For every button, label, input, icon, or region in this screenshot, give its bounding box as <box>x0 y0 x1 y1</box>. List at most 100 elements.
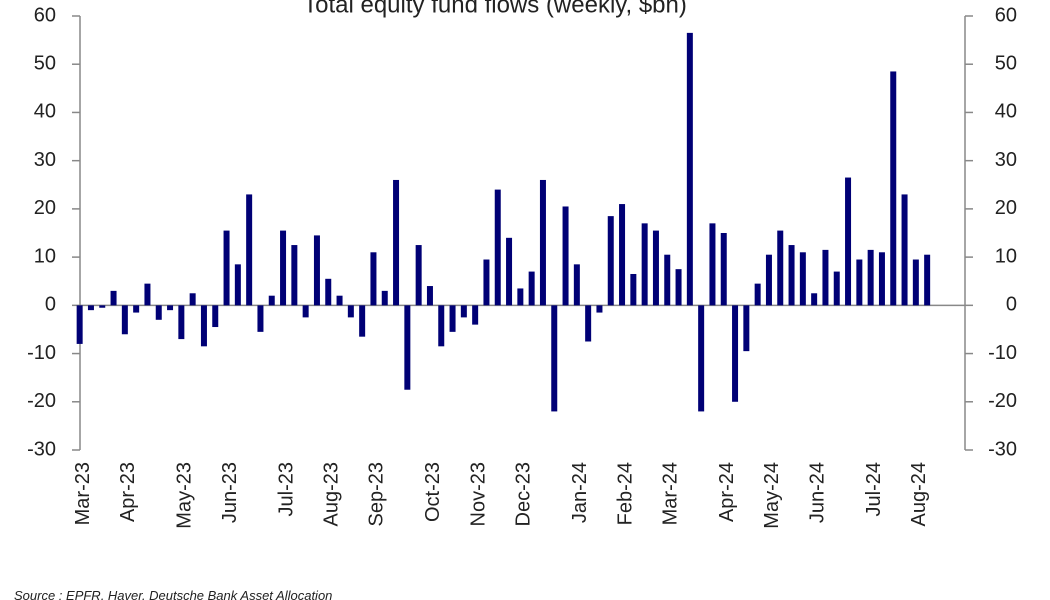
bar <box>675 269 682 306</box>
x-tick-label: Jul-24 <box>863 462 885 516</box>
x-tick-label: Mar-23 <box>72 462 94 525</box>
chart-title: Total equity fund flows (weekly, $bn) <box>303 0 687 18</box>
y2-tick-label: 30 <box>995 149 1017 171</box>
x-tick-label: Aug-24 <box>908 462 930 527</box>
bar <box>494 189 501 306</box>
x-tick-label: Jan-24 <box>569 462 591 523</box>
bar <box>268 295 275 306</box>
bar <box>483 259 490 306</box>
bar <box>573 264 580 306</box>
bar <box>641 223 648 306</box>
y-tick-label: 40 <box>34 101 56 123</box>
bar <box>652 230 659 306</box>
y-tick-label: 60 <box>34 4 56 26</box>
bar <box>539 179 546 306</box>
y2-tick-label: -10 <box>988 342 1017 364</box>
bar <box>867 249 874 306</box>
bar <box>607 216 614 306</box>
bar <box>291 245 298 306</box>
y2-tick-label: 40 <box>995 101 1017 123</box>
x-tick-label: Apr-24 <box>716 462 738 522</box>
bar <box>585 305 592 342</box>
y-tick-label: -30 <box>27 438 56 460</box>
x-tick-label: Jun-23 <box>219 462 241 523</box>
bar <box>743 305 750 352</box>
bar <box>799 252 806 306</box>
bar <box>901 194 908 306</box>
bar <box>506 237 513 306</box>
bar <box>822 249 829 306</box>
bar <box>833 271 840 306</box>
bar <box>234 264 241 306</box>
y2-tick-label: -30 <box>988 438 1017 460</box>
bar <box>438 305 445 347</box>
y-tick-label: 30 <box>34 149 56 171</box>
source-note: Source : EPFR, Haver, Deutsche Bank Asse… <box>14 588 332 600</box>
bar <box>144 283 151 306</box>
bar <box>167 305 174 311</box>
bar <box>313 235 320 306</box>
bar <box>155 305 162 320</box>
bar <box>845 177 852 306</box>
bar <box>890 71 897 306</box>
x-tick-label: May-24 <box>761 462 783 529</box>
y-tick-label: 10 <box>34 245 56 267</box>
bar <box>99 305 106 308</box>
x-tick-label: May-23 <box>174 462 196 529</box>
bar <box>765 254 772 306</box>
x-tick-label: Jun-24 <box>806 462 828 523</box>
y-tick-label: 20 <box>34 197 56 219</box>
bar <box>426 286 433 306</box>
y2-tick-label: 50 <box>995 53 1017 75</box>
bar <box>347 305 354 318</box>
x-tick-label: Aug-23 <box>321 462 343 527</box>
bar <box>257 305 264 332</box>
x-tick-label: Mar-24 <box>660 462 682 525</box>
bar <box>246 194 253 306</box>
bar <box>370 252 377 306</box>
bar <box>110 290 117 306</box>
bar <box>325 278 332 306</box>
bar <box>811 293 818 306</box>
y2-tick-label: 20 <box>995 197 1017 219</box>
bar <box>121 305 128 335</box>
y-tick-label: -10 <box>27 342 56 364</box>
bar <box>528 271 535 306</box>
bar <box>664 254 671 306</box>
x-tick-label: Oct-23 <box>422 462 444 522</box>
bar <box>596 305 603 313</box>
bar <box>754 283 761 306</box>
x-tick-label: Dec-23 <box>513 462 535 526</box>
bar <box>336 295 343 306</box>
bar <box>178 305 185 340</box>
bar <box>189 293 196 306</box>
bar <box>732 305 739 402</box>
bar <box>381 290 388 306</box>
y-tick-label: 0 <box>45 294 56 316</box>
bar <box>788 245 795 306</box>
x-tick-label: Apr-23 <box>117 462 139 522</box>
bar <box>133 305 140 313</box>
bar <box>630 273 637 306</box>
bar <box>912 259 919 306</box>
y-tick-label: 50 <box>34 53 56 75</box>
bar <box>212 305 219 328</box>
bar <box>302 305 309 318</box>
bar <box>856 259 863 306</box>
bar <box>562 206 569 306</box>
bar <box>280 230 287 306</box>
y2-tick-label: -20 <box>988 390 1017 412</box>
bar <box>720 233 727 306</box>
bar <box>393 179 400 306</box>
bar <box>87 305 94 311</box>
bar <box>517 288 524 306</box>
bar <box>878 252 885 306</box>
bar <box>76 305 83 344</box>
bar <box>200 305 207 347</box>
y-tick-label: -20 <box>27 390 56 412</box>
bar <box>551 305 558 412</box>
bar <box>686 32 693 306</box>
y2-tick-label: 10 <box>995 245 1017 267</box>
